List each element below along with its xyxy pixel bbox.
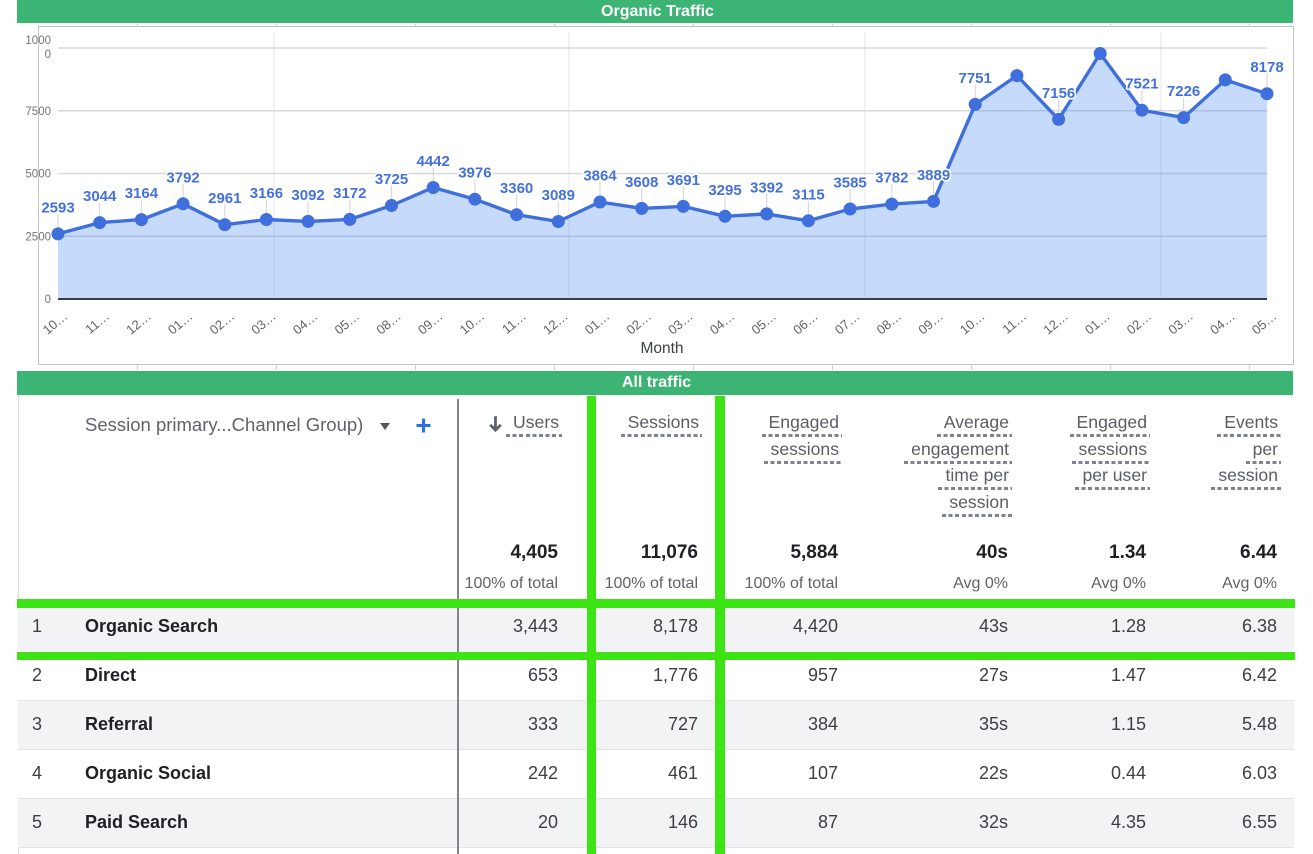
svg-text:02…: 02… bbox=[207, 308, 238, 337]
svg-text:11…: 11… bbox=[499, 308, 529, 337]
svg-text:01…: 01… bbox=[165, 308, 196, 337]
svg-text:09…: 09… bbox=[915, 308, 946, 337]
svg-text:08…: 08… bbox=[874, 308, 905, 337]
svg-text:1000: 1000 bbox=[25, 35, 51, 47]
svg-text:3089: 3089 bbox=[542, 187, 575, 204]
svg-text:10…: 10… bbox=[40, 308, 71, 337]
svg-text:2593: 2593 bbox=[41, 199, 74, 216]
svg-text:10…: 10… bbox=[957, 308, 988, 337]
svg-text:07…: 07… bbox=[832, 308, 863, 337]
svg-text:7751: 7751 bbox=[959, 70, 992, 87]
svg-text:3172: 3172 bbox=[333, 185, 366, 202]
svg-text:4442: 4442 bbox=[417, 153, 450, 170]
svg-text:04…: 04… bbox=[1207, 308, 1238, 337]
svg-text:11…: 11… bbox=[999, 308, 1029, 337]
svg-text:05…: 05… bbox=[1249, 308, 1280, 337]
svg-text:3164: 3164 bbox=[125, 185, 159, 202]
svg-text:12…: 12… bbox=[540, 308, 571, 337]
svg-text:3782: 3782 bbox=[875, 170, 908, 187]
svg-text:3044: 3044 bbox=[83, 188, 117, 205]
svg-text:01…: 01… bbox=[1082, 308, 1113, 337]
svg-text:02…: 02… bbox=[623, 308, 654, 337]
svg-text:12…: 12… bbox=[123, 308, 154, 337]
svg-text:5000: 5000 bbox=[25, 169, 51, 181]
svg-text:3725: 3725 bbox=[375, 171, 408, 188]
svg-text:3691: 3691 bbox=[667, 172, 700, 189]
svg-text:0: 0 bbox=[45, 49, 51, 61]
svg-text:01…: 01… bbox=[582, 308, 613, 337]
svg-text:3295: 3295 bbox=[708, 182, 741, 199]
svg-text:3585: 3585 bbox=[833, 175, 866, 192]
svg-text:02…: 02… bbox=[1124, 308, 1155, 337]
svg-text:06…: 06… bbox=[790, 308, 821, 337]
svg-text:7521: 7521 bbox=[1125, 76, 1158, 93]
svg-text:03…: 03… bbox=[665, 308, 696, 337]
svg-text:3360: 3360 bbox=[500, 180, 533, 197]
svg-text:3792: 3792 bbox=[166, 169, 199, 186]
svg-text:04…: 04… bbox=[290, 308, 321, 337]
svg-text:05…: 05… bbox=[748, 308, 779, 337]
svg-text:09…: 09… bbox=[415, 308, 446, 337]
svg-text:03…: 03… bbox=[248, 308, 279, 337]
svg-text:2961: 2961 bbox=[208, 190, 241, 207]
svg-text:04…: 04… bbox=[707, 308, 738, 337]
svg-text:05…: 05… bbox=[332, 308, 363, 337]
svg-text:3608: 3608 bbox=[625, 174, 658, 191]
svg-text:08…: 08… bbox=[373, 308, 404, 337]
svg-text:0: 0 bbox=[45, 294, 51, 306]
svg-text:7226: 7226 bbox=[1167, 83, 1200, 100]
svg-text:3976: 3976 bbox=[458, 165, 491, 182]
svg-text:3392: 3392 bbox=[750, 179, 783, 196]
svg-text:Month: Month bbox=[640, 340, 683, 357]
svg-text:03…: 03… bbox=[1165, 308, 1196, 337]
svg-text:3889: 3889 bbox=[917, 167, 950, 184]
svg-text:7500: 7500 bbox=[25, 106, 51, 118]
svg-text:3166: 3166 bbox=[250, 185, 283, 202]
svg-text:11…: 11… bbox=[82, 308, 112, 337]
svg-text:10…: 10… bbox=[457, 308, 488, 337]
svg-text:2500: 2500 bbox=[25, 231, 51, 243]
svg-text:7156: 7156 bbox=[1042, 85, 1075, 102]
svg-text:3864: 3864 bbox=[583, 168, 617, 185]
svg-text:8178: 8178 bbox=[1250, 59, 1283, 76]
svg-text:3092: 3092 bbox=[291, 187, 324, 204]
svg-text:12…: 12… bbox=[1040, 308, 1071, 337]
svg-text:3115: 3115 bbox=[792, 186, 825, 203]
